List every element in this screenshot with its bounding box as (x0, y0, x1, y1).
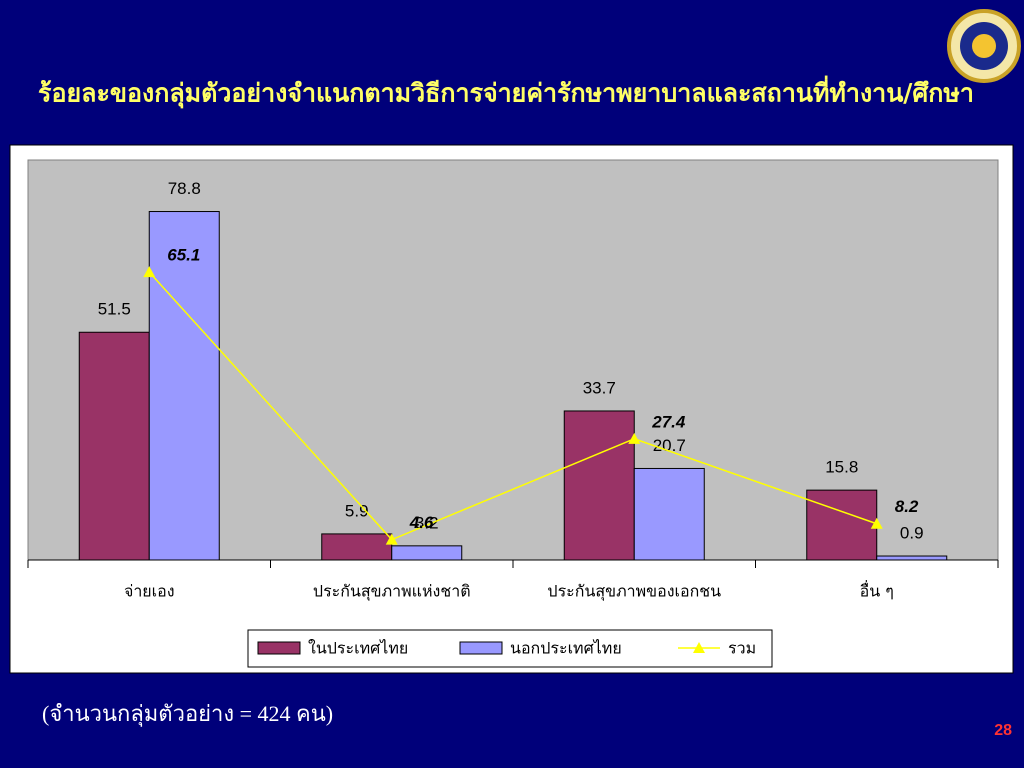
logo (947, 9, 1021, 83)
bar (633, 467, 705, 561)
x-tick-label: จ่ายเอง (124, 582, 175, 601)
bar-label: 20.7 (653, 436, 686, 455)
legend-label: นอกประเทศไทย (510, 639, 622, 658)
footnote: (จำนวนกลุ่มตัวอย่าง = 424 คน) (42, 701, 333, 727)
bar-label: 33.7 (583, 378, 616, 397)
bar (806, 489, 878, 561)
legend-label: ในประเทศไทย (308, 639, 408, 658)
line-marker (870, 517, 883, 529)
bar (876, 555, 948, 561)
line-label: 65.1 (167, 246, 200, 265)
bar-label: 0.9 (900, 524, 924, 543)
x-tick-label: ประกันสุขภาพแห่งชาติ (313, 582, 471, 602)
bar (321, 533, 393, 561)
line-marker (143, 266, 156, 278)
line-label: 27.4 (651, 412, 686, 431)
plot: จ่ายเอง ประกันสุขภาพแห่งชาติ ประกันสุขภาพข… (27, 179, 999, 602)
legend-label: รวม (728, 639, 756, 658)
line (148, 271, 877, 541)
bar-label: 15.8 (825, 458, 858, 477)
bar (78, 331, 150, 561)
legend-marker (693, 642, 705, 653)
legend-items: ในประเทศไทย นอกประเทศไทย รวม (257, 639, 756, 658)
legend-swatch (459, 641, 503, 655)
bar-label: 78.8 (168, 179, 201, 198)
bar (148, 211, 220, 561)
x-tick-label: ประกันสุขภาพของเอกชน (547, 582, 721, 602)
slide-title: ร้อยละของกลุ่มตัวอย่างจำแนกตามวิธีการจ่า… (38, 76, 974, 110)
legend-swatch (257, 641, 301, 655)
bar (563, 410, 635, 561)
x-tick-label: อื่น ๆ (860, 580, 894, 601)
page-number: 28 (994, 722, 1012, 739)
bar-label: 5.9 (345, 501, 369, 520)
line-label: 4.6 (409, 513, 434, 532)
line-marker (385, 533, 398, 545)
line-marker (628, 432, 641, 444)
bar-label: 51.5 (98, 300, 131, 319)
bar (391, 545, 463, 561)
line-label: 8.2 (895, 497, 919, 516)
